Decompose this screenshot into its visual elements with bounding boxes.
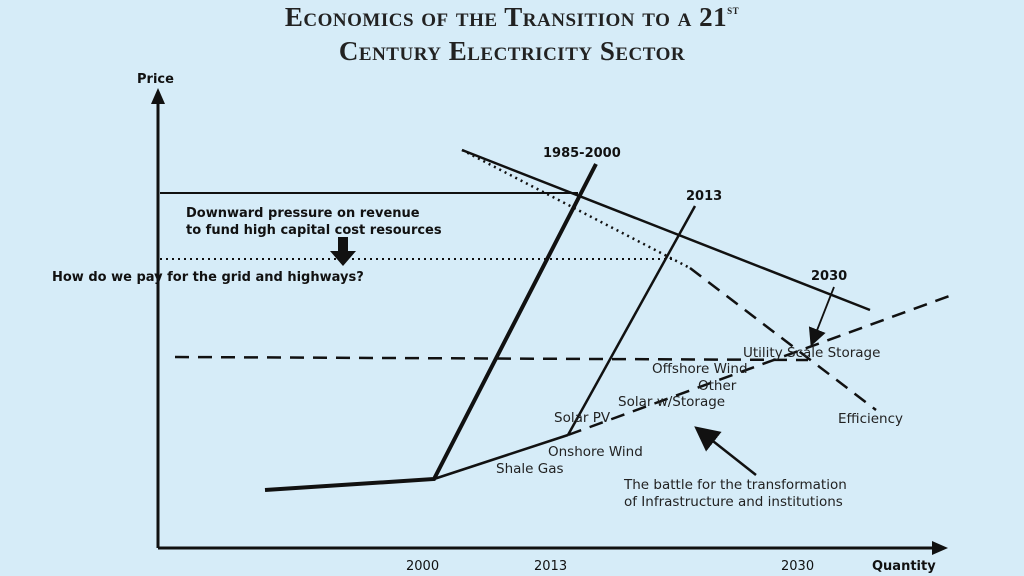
- resource-shale-gas: Shale Gas: [496, 461, 564, 477]
- y-axis-label: Price: [137, 72, 174, 87]
- label-1985-2000: 1985-2000: [543, 146, 621, 161]
- battle-arrow: [694, 426, 757, 476]
- title-main-text: Economics of the Transition to a 21: [284, 2, 728, 32]
- efficiency-dashed-line: [689, 267, 877, 411]
- label-2030: 2030: [811, 269, 847, 284]
- title-superscript: st: [727, 2, 740, 17]
- down-arrow-icon: [330, 237, 356, 266]
- battle-text-2: of Infrastructure and institutions: [624, 494, 843, 510]
- x-tick-2000: 2000: [406, 559, 439, 574]
- x-tick-2030: 2030: [781, 559, 814, 574]
- resource-solar-storage: Solar w/Storage: [618, 394, 725, 410]
- label-2013: 2013: [686, 189, 722, 204]
- title-line-1: Economics of the Transition to a 21st: [0, 2, 1024, 33]
- arrow-2030: [808, 286, 835, 347]
- grid-question-text: How do we pay for the grid and highways?: [52, 270, 364, 285]
- resource-efficiency: Efficiency: [838, 411, 903, 427]
- resource-onshore-wind: Onshore Wind: [548, 444, 643, 460]
- y-axis-arrow-icon: [151, 88, 165, 104]
- battle-text-1: The battle for the transformation: [623, 477, 847, 493]
- resource-other: Other: [698, 378, 737, 394]
- resource-offshore-wind: Offshore Wind: [652, 361, 748, 377]
- downward-text-2: to fund high capital cost resources: [186, 223, 442, 238]
- price-line-dashed: [174, 355, 809, 362]
- demand-line: [461, 148, 871, 312]
- resource-utility-storage: Utility Scale Storage: [743, 345, 880, 361]
- downward-text-1: Downward pressure on revenue: [186, 206, 420, 221]
- x-axis-label: Quantity: [872, 559, 936, 574]
- resource-solar-pv: Solar PV: [554, 410, 611, 426]
- title-line-2: Century Electricity Sector: [338, 36, 686, 66]
- demand-dotted-line: [461, 148, 691, 270]
- x-tick-2013: 2013: [534, 559, 567, 574]
- supply-curve-2013: [566, 205, 697, 436]
- x-axis-arrow-icon: [932, 541, 948, 555]
- supply-curve-base: [433, 433, 569, 481]
